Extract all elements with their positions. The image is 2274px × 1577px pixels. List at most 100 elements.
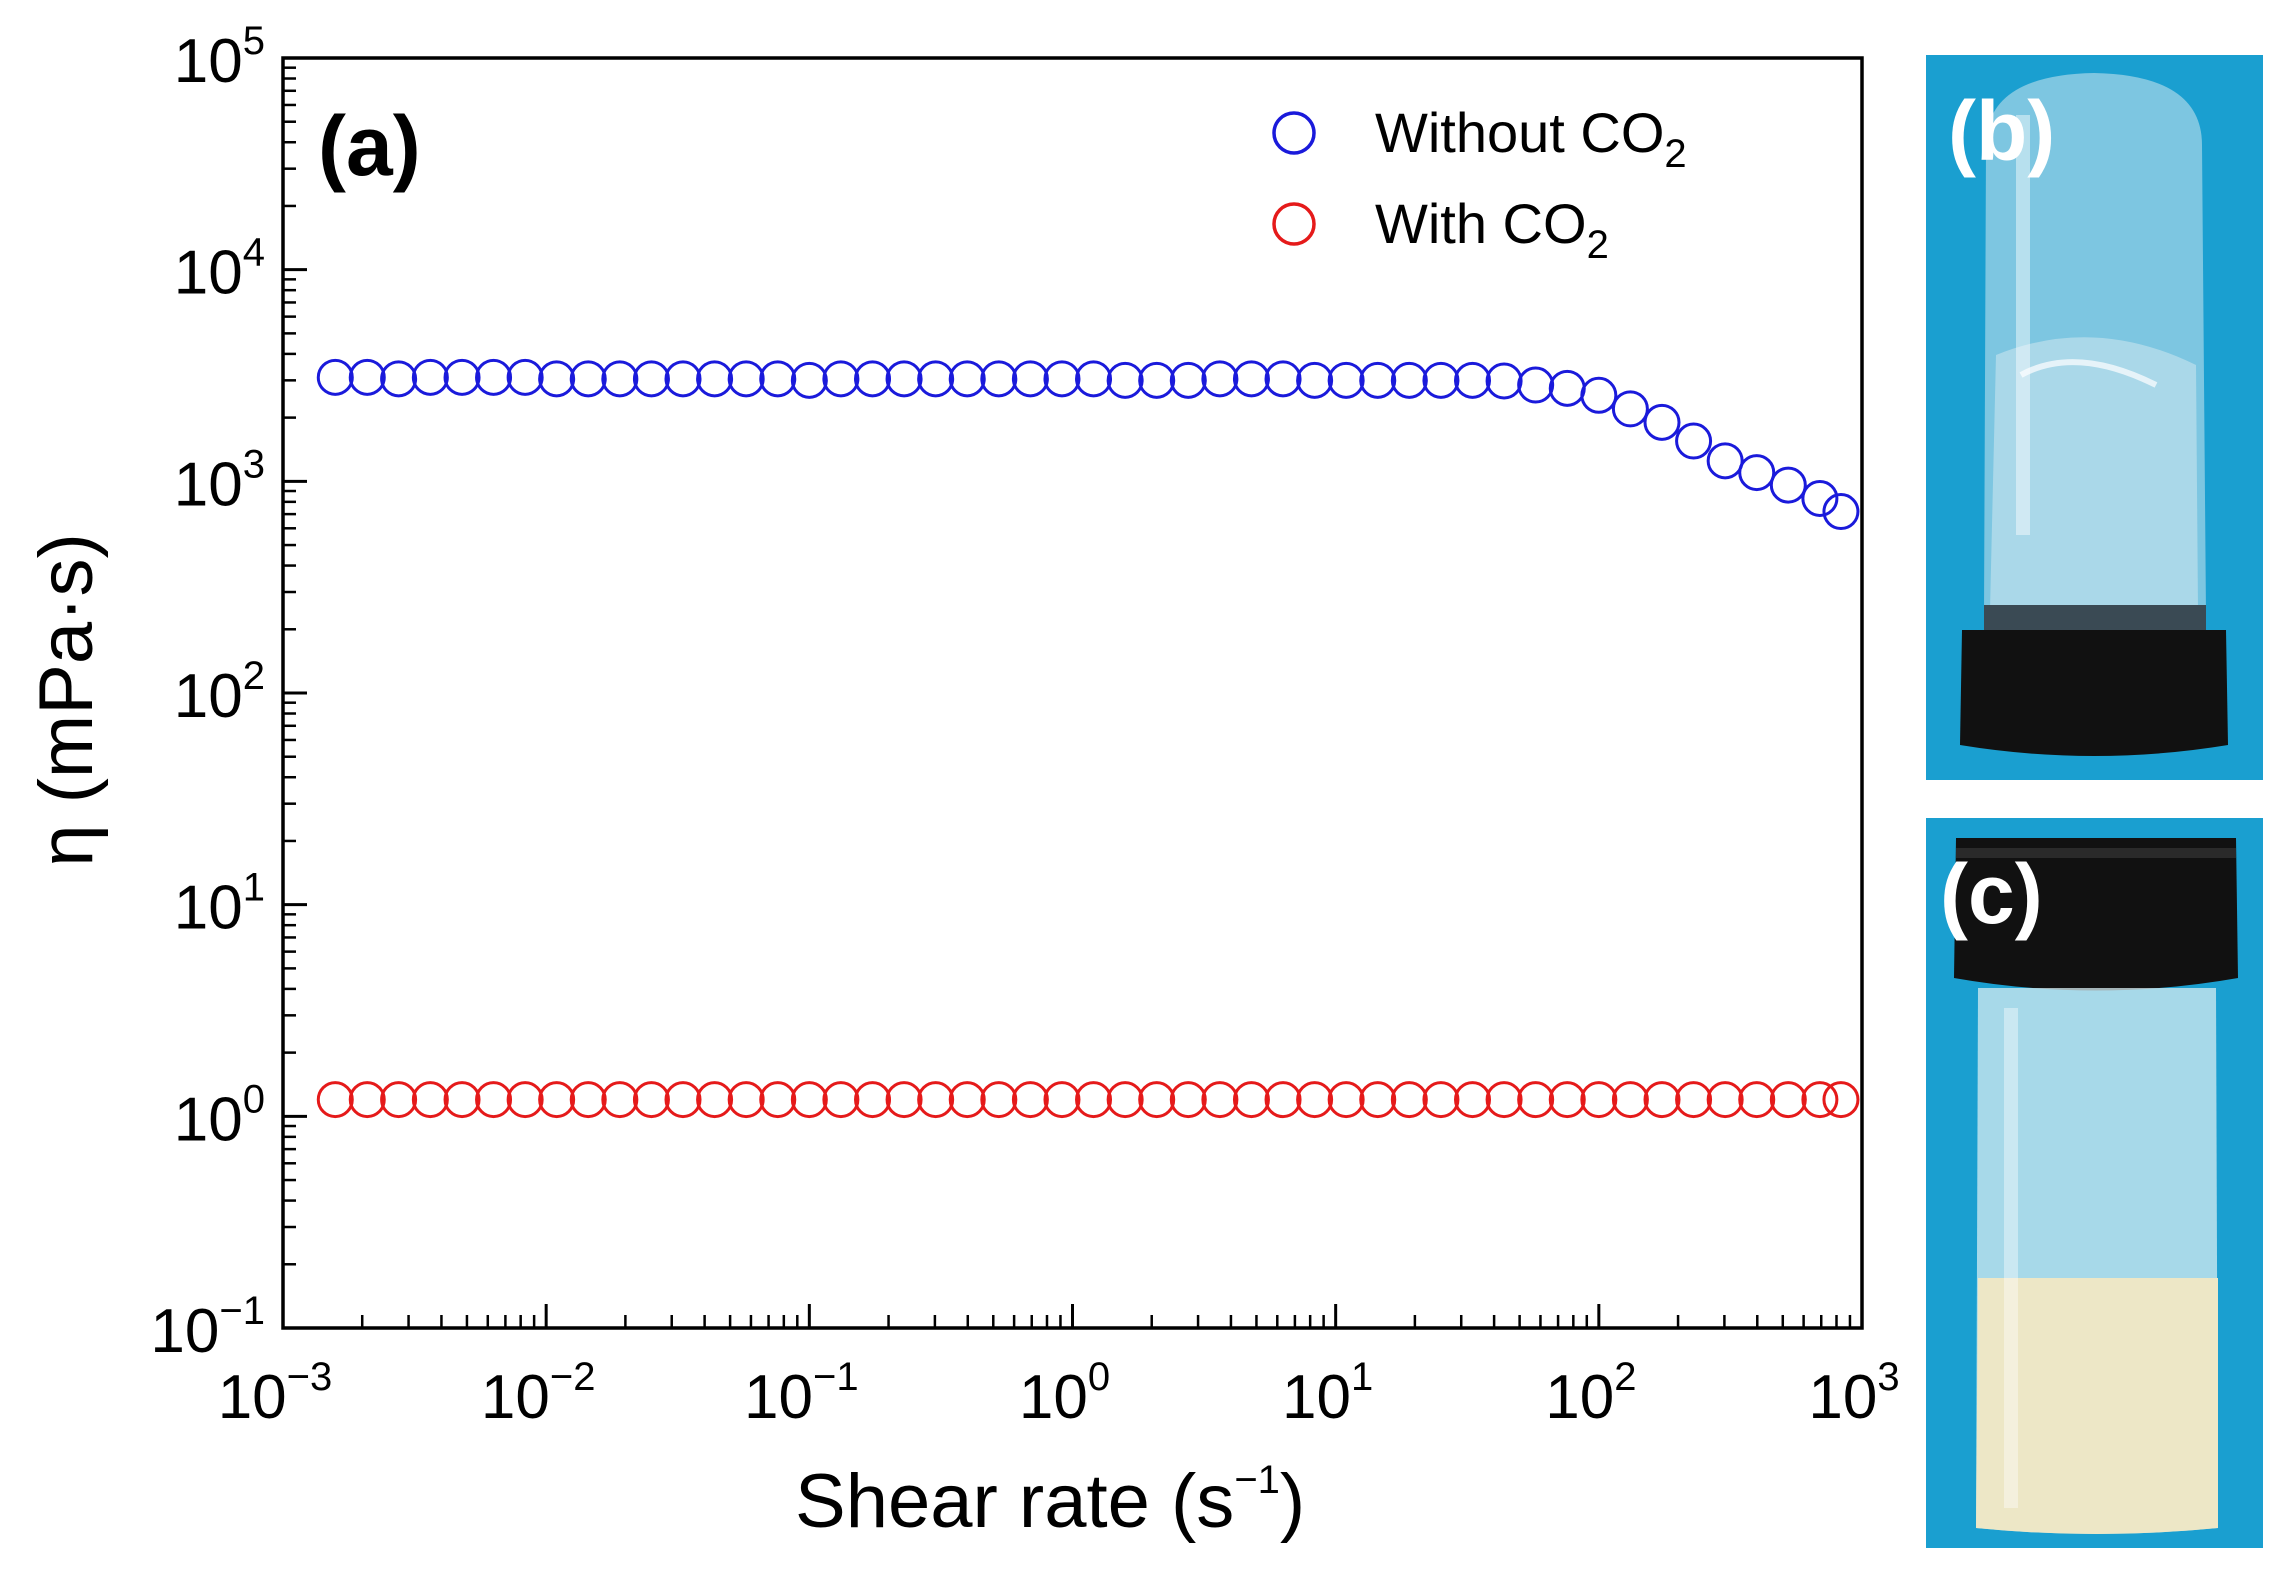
data-point bbox=[980, 360, 1018, 398]
data-point bbox=[917, 360, 955, 398]
plot-frame bbox=[281, 56, 1864, 1330]
data-point bbox=[1296, 1081, 1334, 1119]
data-point bbox=[1675, 1081, 1713, 1119]
data-point bbox=[1611, 1081, 1649, 1119]
series-markers bbox=[316, 358, 1860, 1119]
data-point bbox=[1201, 360, 1239, 398]
y-tick-label: 101 bbox=[174, 866, 265, 943]
data-point bbox=[1769, 1081, 1807, 1119]
data-point bbox=[1801, 479, 1839, 517]
x-tick-label: 100 bbox=[1019, 1355, 1110, 1432]
data-point bbox=[696, 360, 734, 398]
data-point bbox=[885, 1081, 923, 1119]
data-point bbox=[601, 360, 639, 398]
data-point bbox=[822, 360, 860, 398]
legend-label-without-co2: Without CO2 bbox=[1375, 101, 1687, 176]
data-point bbox=[1485, 1081, 1523, 1119]
data-point bbox=[1738, 1081, 1776, 1119]
data-point bbox=[475, 358, 513, 396]
data-point bbox=[1359, 361, 1397, 399]
photo-vial-with-co2: (c) bbox=[1926, 818, 2263, 1548]
data-point bbox=[1454, 361, 1492, 399]
data-point bbox=[885, 360, 923, 398]
data-point bbox=[790, 1081, 828, 1119]
data-point bbox=[1548, 369, 1586, 407]
data-point bbox=[1011, 1081, 1049, 1119]
data-point bbox=[1011, 360, 1049, 398]
data-point bbox=[822, 1081, 860, 1119]
data-point bbox=[1548, 1081, 1586, 1119]
data-point bbox=[790, 361, 828, 399]
data-point bbox=[1232, 1081, 1270, 1119]
axes: 10−3 10−2 10−1 100 101 102 103 10−1 100 101 102 103… bbox=[150, 19, 1899, 1432]
data-point bbox=[1390, 361, 1428, 399]
x-tick-label: 103 bbox=[1808, 1355, 1899, 1432]
photo-vial-without-co2: (b) bbox=[1926, 55, 2263, 780]
data-point bbox=[1106, 361, 1144, 399]
data-point bbox=[948, 360, 986, 398]
data-point bbox=[475, 1081, 513, 1119]
data-point bbox=[1454, 1081, 1492, 1119]
legend-marker-without-co2 bbox=[1272, 111, 1316, 155]
data-point bbox=[569, 360, 607, 398]
panel-label-b: (b) bbox=[1948, 84, 2056, 178]
data-point bbox=[1296, 361, 1334, 399]
y-tick-label: 102 bbox=[174, 654, 265, 731]
data-point bbox=[411, 358, 449, 396]
data-point bbox=[696, 1081, 734, 1119]
data-point bbox=[632, 360, 670, 398]
data-point bbox=[664, 360, 702, 398]
y-axis-title: η (mPa·s) bbox=[24, 533, 109, 867]
data-point bbox=[727, 1081, 765, 1119]
data-point bbox=[316, 1081, 354, 1119]
data-point bbox=[1580, 1081, 1618, 1119]
x-tick-label: 102 bbox=[1545, 1355, 1636, 1432]
data-point bbox=[1264, 1081, 1302, 1119]
data-point bbox=[506, 358, 544, 396]
panel-label-a: (a) bbox=[318, 99, 421, 193]
panel-label-c: (c) bbox=[1940, 847, 2043, 941]
data-point bbox=[443, 1081, 481, 1119]
series-without-co2 bbox=[316, 358, 1860, 531]
data-point bbox=[348, 358, 386, 396]
data-point bbox=[1822, 1081, 1860, 1119]
y-tick-label: 100 bbox=[174, 1077, 265, 1154]
data-point bbox=[1075, 360, 1113, 398]
data-point bbox=[1327, 1081, 1365, 1119]
x-tick-label: 10−3 bbox=[218, 1355, 333, 1432]
data-point bbox=[1422, 1081, 1460, 1119]
legend-label-with-co2: With CO2 bbox=[1375, 192, 1609, 267]
data-point bbox=[1580, 376, 1618, 414]
data-point bbox=[1517, 366, 1555, 404]
data-point bbox=[1769, 466, 1807, 504]
data-point bbox=[1327, 361, 1365, 399]
data-point bbox=[1738, 454, 1776, 492]
x-tick-label: 101 bbox=[1282, 1355, 1373, 1432]
data-point bbox=[1675, 422, 1713, 460]
y-tick-label: 10−1 bbox=[150, 1289, 265, 1366]
y-tick-label: 103 bbox=[174, 442, 265, 519]
legend-marker-with-co2 bbox=[1272, 202, 1316, 246]
y-tick-label: 104 bbox=[174, 231, 265, 308]
data-point bbox=[1106, 1081, 1144, 1119]
data-point bbox=[1390, 1081, 1428, 1119]
data-point bbox=[506, 1081, 544, 1119]
data-point bbox=[1822, 493, 1860, 531]
data-point bbox=[1422, 361, 1460, 399]
data-point bbox=[632, 1081, 670, 1119]
data-point bbox=[316, 358, 354, 396]
data-point bbox=[664, 1081, 702, 1119]
vial-c-illustration bbox=[1926, 818, 2263, 1548]
data-point bbox=[980, 1081, 1018, 1119]
data-point bbox=[1611, 390, 1649, 428]
data-point bbox=[1359, 1081, 1397, 1119]
data-point bbox=[854, 1081, 892, 1119]
data-point bbox=[1706, 442, 1744, 480]
data-point bbox=[854, 360, 892, 398]
data-point bbox=[538, 360, 576, 398]
series-with-co2 bbox=[316, 1081, 1860, 1119]
data-point bbox=[1801, 1081, 1839, 1119]
data-point bbox=[1264, 360, 1302, 398]
y-tick-label: 105 bbox=[174, 19, 265, 96]
data-point bbox=[1169, 361, 1207, 399]
